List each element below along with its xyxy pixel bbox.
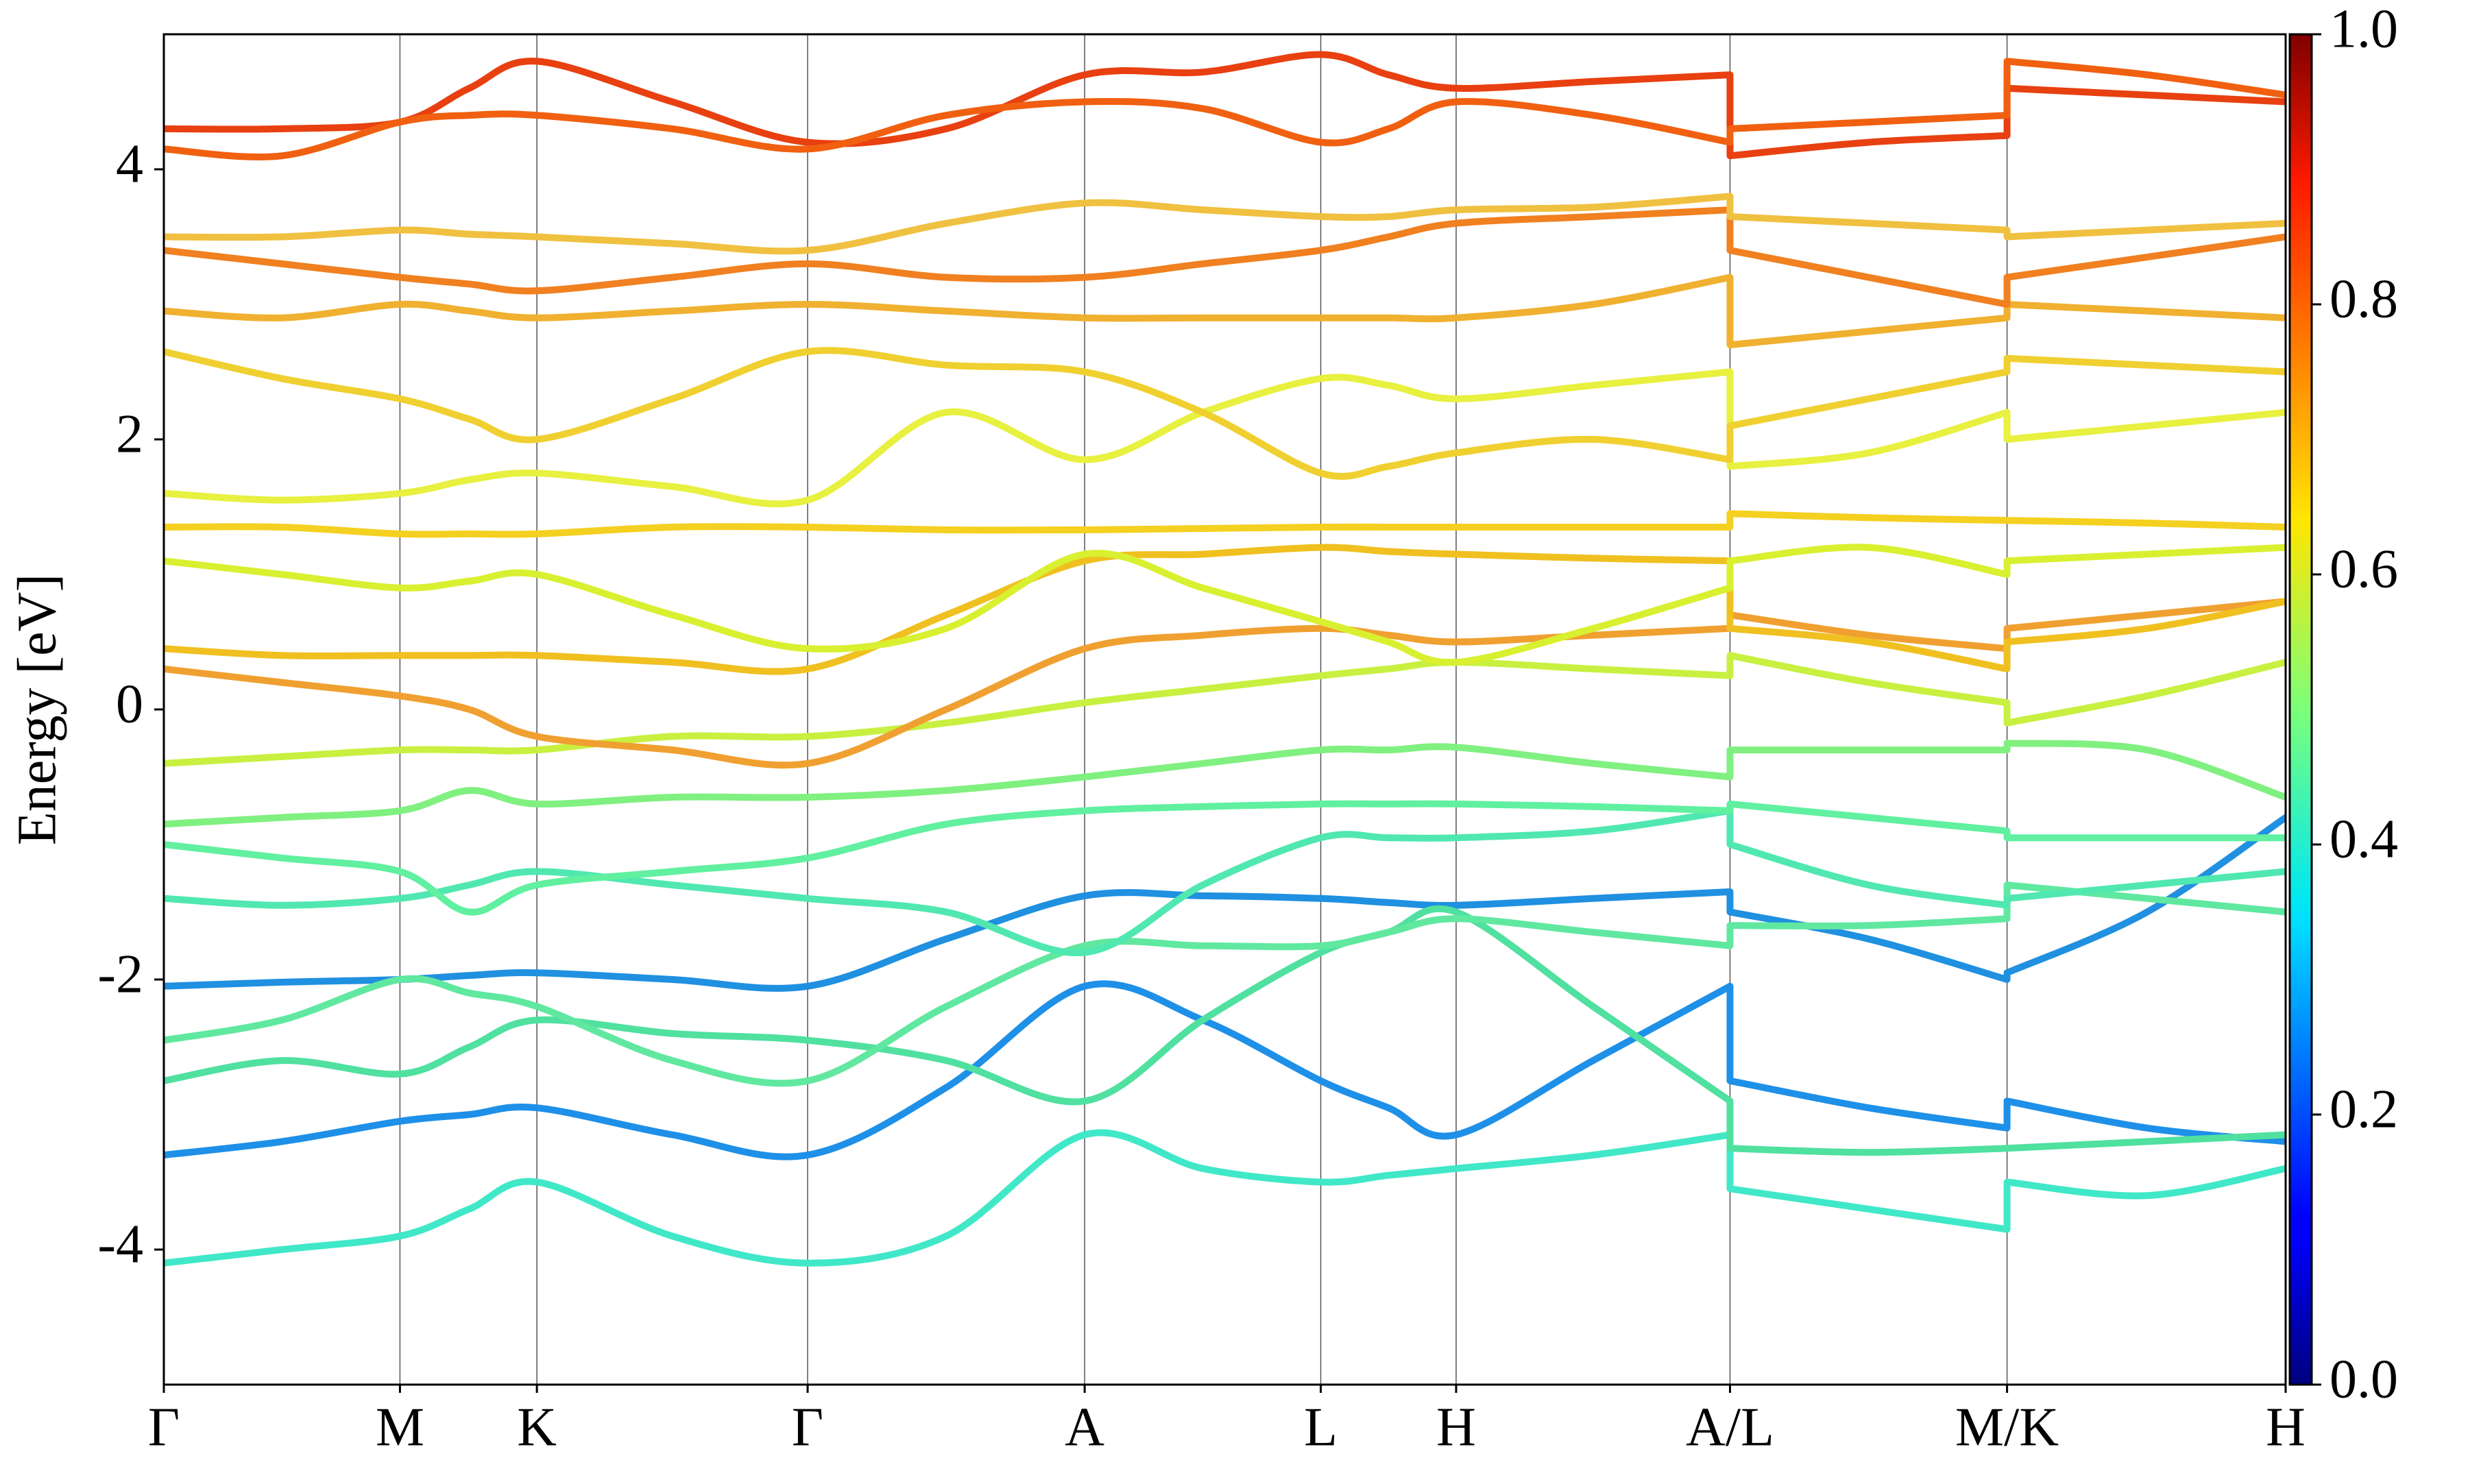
band — [164, 1129, 2286, 1267]
band — [164, 881, 2286, 1087]
y-tick-label: 0 — [116, 674, 143, 734]
colorbar-tick-label: 0.0 — [2330, 1349, 2398, 1409]
colorbar-tick-label: 0.8 — [2330, 269, 2398, 329]
x-tick-label: A — [1065, 1397, 1104, 1457]
band — [164, 807, 2286, 957]
band — [164, 814, 2286, 992]
colorbar-tick-label: 0.4 — [2330, 809, 2398, 869]
band — [164, 206, 2286, 308]
colorbar-tick-label: 0.2 — [2330, 1079, 2398, 1139]
axes: Γ M K Γ A L H A/L M/K H -4 -2 0 2 4 0.0 0.2 0.4 0.6 0.8 1.0 — [97, 0, 2398, 1457]
band — [164, 51, 2286, 160]
band — [164, 905, 2286, 1156]
colorbar-tick-label: 0.6 — [2330, 539, 2398, 599]
colorbar — [2288, 33, 2313, 1386]
band — [164, 544, 2286, 666]
x-tick-label: A/L — [1686, 1397, 1774, 1457]
y-tick-label: 4 — [116, 134, 143, 194]
band — [164, 800, 2286, 916]
x-tick-label: L — [1304, 1397, 1338, 1457]
band — [164, 980, 2286, 1160]
band — [164, 544, 2286, 675]
x-tick-label: M — [376, 1397, 424, 1457]
x-tick-label: K — [517, 1397, 557, 1457]
colorbar-tick-label: 1.0 — [2330, 0, 2398, 59]
y-axis-label: Energy [eV] — [7, 574, 67, 845]
band — [164, 740, 2286, 828]
band — [164, 347, 2286, 480]
bands — [164, 51, 2286, 1267]
band — [164, 510, 2286, 538]
x-tick-label: Γ — [792, 1397, 823, 1457]
y-tick-label: -4 — [97, 1214, 143, 1274]
band — [164, 652, 2286, 767]
x-tick-label: H — [1436, 1397, 1476, 1457]
band — [164, 273, 2286, 349]
y-tick-label: 2 — [116, 404, 143, 464]
x-tick-label: M/K — [1955, 1397, 2059, 1457]
x-tick-label: Γ — [148, 1397, 180, 1457]
band — [164, 368, 2286, 508]
band — [164, 58, 2286, 160]
x-tick-label: H — [2266, 1397, 2306, 1457]
y-tick-label: -2 — [97, 944, 143, 1004]
band — [164, 193, 2286, 255]
band — [164, 598, 2286, 769]
